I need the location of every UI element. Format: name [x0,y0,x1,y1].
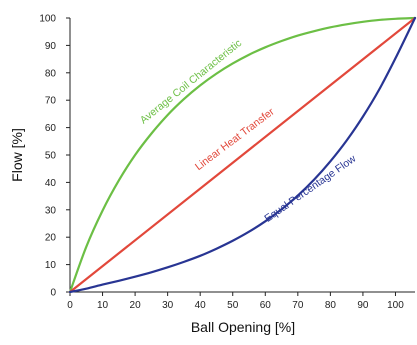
y-tick-label: 20 [45,233,57,244]
series-line-average-coil-characteristic [68,16,417,294]
x-tick-label: 40 [195,300,207,311]
y-tick-label: 40 [45,178,57,189]
curve-label-average-coil-characteristic: Average Coil Characteristic [138,37,244,126]
x-tick-label: 70 [292,300,304,311]
y-tick-label: 80 [45,68,57,79]
x-tick-label: 20 [130,300,142,311]
y-tick-label: 30 [45,205,57,216]
x-tick-label: 90 [357,300,369,311]
y-tick-label: 0 [50,288,56,299]
curve-label-equal-percentage-flow: Equal Percentage Flow [262,153,358,225]
x-tick-label: 0 [67,300,73,311]
y-tick-label: 70 [45,96,57,107]
series-line-linear-heat-transfer [68,16,417,294]
x-tick-label: 80 [325,300,337,311]
chart-series [68,16,417,294]
chart-axes: 0 10 20 30 40 50 60 70 80 90 100 0 10 20 30 40 50 60 70 80 9… [39,14,415,311]
x-tick-label: 60 [260,300,272,311]
x-tick-label: 30 [162,300,174,311]
x-axis-label: Ball Opening [%] [191,319,295,335]
x-tick-label: 100 [387,300,404,311]
series-line-equal-percentage-flow [68,16,417,294]
y-tick-label: 100 [39,14,56,25]
y-tick-label: 90 [45,41,57,52]
x-tick-label: 10 [97,300,109,311]
y-tick-label: 50 [45,151,57,162]
y-tick-label: 10 [45,260,57,271]
y-axis-label: Flow [%] [9,128,25,182]
x-tick-label: 50 [227,300,239,311]
y-tick-label: 60 [45,123,57,134]
curve-label-linear-heat-transfer: Linear Heat Transfer [193,106,277,173]
